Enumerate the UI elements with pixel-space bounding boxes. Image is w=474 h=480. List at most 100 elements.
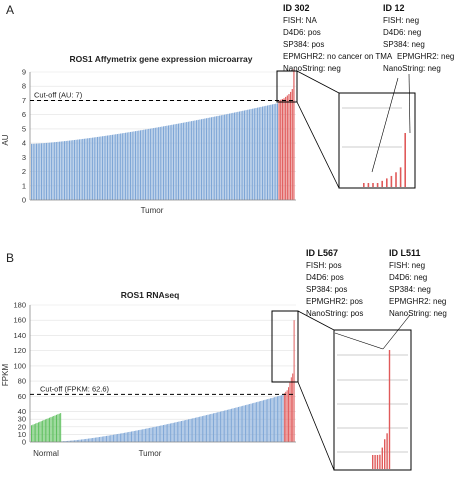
bar bbox=[293, 320, 295, 442]
panel-b-zoom-box bbox=[271, 310, 299, 383]
bar bbox=[250, 403, 252, 442]
bar bbox=[56, 414, 57, 442]
bar bbox=[181, 122, 183, 200]
bar bbox=[60, 141, 62, 200]
bar bbox=[210, 414, 212, 442]
bar bbox=[280, 99, 282, 200]
bar bbox=[281, 395, 283, 442]
bar bbox=[101, 436, 103, 442]
bar bbox=[214, 116, 216, 200]
bar bbox=[106, 435, 107, 442]
panel-a-id302-pointer bbox=[371, 77, 399, 173]
bar bbox=[267, 399, 269, 442]
bar bbox=[172, 422, 174, 442]
annotation-id-l511-line: NanoString: neg bbox=[389, 309, 447, 318]
bar bbox=[270, 104, 272, 200]
bar bbox=[65, 441, 67, 442]
bar bbox=[248, 109, 250, 200]
bar bbox=[144, 428, 146, 442]
bar bbox=[197, 417, 199, 442]
bar bbox=[244, 405, 246, 442]
bar bbox=[214, 413, 216, 442]
annotation-id-l511-title: ID L511 bbox=[389, 248, 421, 258]
bar bbox=[154, 426, 156, 442]
bar bbox=[238, 111, 241, 200]
bar bbox=[95, 137, 97, 200]
inset-bar bbox=[381, 180, 383, 187]
bar bbox=[96, 437, 98, 442]
bar bbox=[138, 130, 140, 200]
panel-a: A ROS1 Affymetrix gene expression microa… bbox=[1, 3, 454, 215]
annotation-id-12-line: D4D6: neg bbox=[383, 28, 421, 37]
bar bbox=[254, 402, 256, 442]
bar bbox=[144, 129, 146, 200]
bar bbox=[183, 420, 185, 442]
annotation-id-302: ID 302 FISH: NA D4D6: pos SP384: pos EPM… bbox=[283, 3, 393, 73]
inset-bar bbox=[399, 167, 402, 187]
bar bbox=[104, 436, 106, 442]
bar bbox=[274, 397, 276, 442]
bar bbox=[204, 118, 206, 200]
bar bbox=[39, 143, 41, 200]
panel-a-title: ROS1 Affymetrix gene expression microarr… bbox=[70, 54, 253, 64]
y-tick-label: 80 bbox=[18, 377, 26, 386]
bar bbox=[57, 141, 59, 200]
bar bbox=[143, 129, 145, 200]
bar bbox=[158, 425, 160, 442]
bar bbox=[229, 409, 231, 442]
bar bbox=[106, 135, 109, 200]
bar bbox=[168, 423, 170, 442]
bar bbox=[72, 140, 74, 200]
bar bbox=[126, 132, 128, 200]
bar bbox=[219, 411, 221, 442]
bar bbox=[156, 127, 158, 200]
bar bbox=[253, 402, 255, 442]
bar bbox=[85, 438, 87, 442]
bar bbox=[60, 413, 62, 442]
bar bbox=[35, 143, 38, 200]
bar bbox=[268, 105, 270, 200]
bar bbox=[171, 124, 173, 200]
bar bbox=[44, 143, 46, 200]
bar bbox=[217, 115, 219, 200]
bar bbox=[191, 121, 193, 200]
panel-a-y-label: AU bbox=[1, 134, 10, 145]
bar bbox=[100, 436, 102, 442]
bar bbox=[54, 142, 56, 200]
annotation-id-l567-line: D4D6: pos bbox=[306, 273, 344, 282]
y-tick-label: 8 bbox=[22, 82, 26, 91]
panel-b-x-label: Tumor bbox=[139, 449, 162, 458]
bar bbox=[129, 431, 131, 442]
bar bbox=[186, 122, 188, 200]
bar bbox=[69, 440, 71, 442]
bar bbox=[208, 414, 210, 442]
panel-a-inset bbox=[338, 92, 416, 189]
annotation-id-302-line: SP384: pos bbox=[283, 40, 324, 49]
bar bbox=[46, 418, 48, 442]
bar bbox=[203, 415, 205, 442]
inset-bar bbox=[374, 455, 376, 469]
bar bbox=[64, 441, 66, 442]
panel-b-idl567-pointer bbox=[334, 332, 384, 350]
annotation-id-l567-title: ID L567 bbox=[306, 248, 338, 258]
bar bbox=[204, 415, 206, 442]
bar bbox=[149, 128, 151, 200]
bar bbox=[79, 439, 81, 442]
bar bbox=[282, 394, 284, 442]
annotation-id-l567-line: SP384: pos bbox=[306, 285, 347, 294]
bar bbox=[111, 134, 113, 200]
panel-b-inset-gridlines bbox=[337, 354, 408, 453]
inset-bar bbox=[386, 178, 388, 187]
bar bbox=[153, 427, 155, 442]
bar bbox=[37, 143, 39, 200]
bar bbox=[185, 420, 187, 442]
bar bbox=[58, 413, 60, 442]
y-tick-label: 6 bbox=[22, 110, 26, 119]
inset-bar bbox=[390, 175, 393, 187]
bar bbox=[261, 400, 263, 442]
bar bbox=[111, 434, 113, 442]
bar bbox=[120, 133, 122, 200]
bar bbox=[139, 429, 141, 442]
bar bbox=[211, 413, 213, 442]
bar bbox=[119, 433, 121, 442]
